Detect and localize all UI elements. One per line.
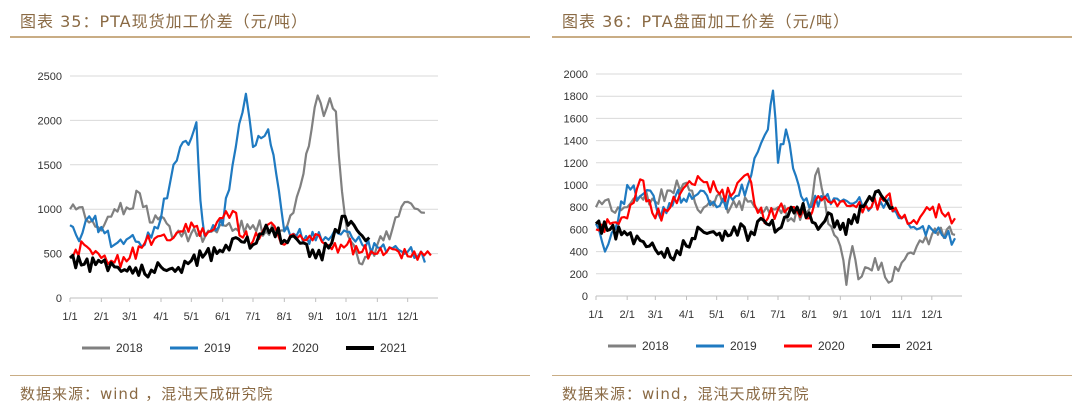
x-tick-label: 1/1: [62, 311, 77, 323]
y-tick-label: 200: [570, 269, 588, 281]
series-line-2021: [68, 214, 371, 279]
legend-label: 2019: [730, 339, 757, 353]
x-tick-label: 4/1: [679, 309, 694, 321]
series-line-2020: [69, 209, 432, 269]
y-tick-label: 1400: [564, 136, 588, 148]
series-line-2018: [69, 94, 425, 266]
x-tick-label: 7/1: [245, 311, 260, 323]
x-tick-label: 7/1: [770, 309, 785, 321]
legend-label: 2020: [292, 341, 319, 355]
y-tick-label: 0: [582, 291, 588, 303]
legend-label: 2018: [116, 341, 143, 355]
x-tick-label: 3/1: [122, 311, 137, 323]
x-tick-label: 1/1: [588, 309, 603, 321]
x-tick-label: 5/1: [709, 309, 724, 321]
y-tick-label: 800: [570, 202, 588, 214]
x-tick-label: 11/1: [891, 309, 912, 321]
chart-title: 图表 36：PTA盘面加工价差（元/吨）: [562, 12, 850, 31]
y-tick-label: 400: [570, 247, 588, 259]
legend-label: 2019: [204, 341, 231, 355]
x-tick-label: 3/1: [648, 309, 663, 321]
x-tick-label: 4/1: [153, 311, 168, 323]
x-tick-label: 12/1: [397, 311, 418, 323]
title-divider: [10, 36, 530, 38]
x-tick-label: 2/1: [620, 309, 635, 321]
legend-label: 2020: [818, 339, 845, 353]
x-tick-label: 8/1: [802, 309, 817, 321]
y-tick-label: 500: [44, 249, 62, 261]
legend-label: 2021: [380, 341, 407, 355]
chart-panel-futures: 图表 36：PTA盘面加工价差（元/吨） 0 200 400 600 800 1000 12…: [552, 0, 1072, 411]
x-tick-label: 2/1: [94, 311, 109, 323]
chart-title: 图表 35：PTA现货加工价差（元/吨）: [20, 12, 308, 31]
series-line-2021: [594, 189, 895, 262]
series-line-2020: [595, 172, 956, 234]
x-tick-label: 10/1: [335, 311, 356, 323]
y-tick-label: 2000: [38, 115, 62, 127]
x-tick-label: 5/1: [184, 311, 199, 323]
x-tick-label: 9/1: [308, 311, 323, 323]
y-tick-label: 1600: [564, 113, 588, 125]
x-tick-label: 11/1: [367, 311, 388, 323]
title-divider: [552, 36, 1072, 38]
y-tick-label: 1200: [564, 158, 588, 170]
x-tick-label: 12/1: [921, 309, 942, 321]
y-tick-label: 0: [56, 293, 62, 305]
data-source: 数据来源：wind，混沌天成研究院: [562, 385, 810, 403]
y-tick-label: 1000: [38, 204, 62, 216]
y-tick-label: 2000: [564, 69, 588, 81]
futures-spread-chart: 0 200 400 600 800 1000 1200 1400 1600 1800 2000 1/1…: [564, 69, 962, 353]
spot-spread-chart: 0 500 1000 1500 2000 2500 1/1 2/1 3/1 4/1 5/1 6/1 7/…: [38, 71, 438, 355]
y-tick-label: 600: [570, 224, 588, 236]
chart-panel-spot: 图表 35：PTA现货加工价差（元/吨） 0 500 1000 1500 2000 250…: [10, 0, 530, 411]
source-divider: [10, 375, 530, 376]
x-tick-label: 6/1: [740, 309, 755, 321]
y-tick-label: 1800: [564, 91, 588, 103]
data-source: 数据来源：wind ，混沌天成研究院: [20, 385, 274, 403]
x-tick-label: 8/1: [277, 311, 292, 323]
legend-label: 2021: [906, 339, 933, 353]
legend-label: 2018: [642, 339, 669, 353]
y-tick-label: 1000: [564, 180, 588, 192]
y-tick-label: 2500: [38, 71, 62, 83]
series-line-2018: [595, 167, 956, 286]
source-divider: [552, 375, 1072, 376]
x-tick-label: 9/1: [833, 309, 848, 321]
x-tick-label: 10/1: [860, 309, 881, 321]
y-tick-label: 1500: [38, 160, 62, 172]
x-tick-label: 6/1: [215, 311, 230, 323]
